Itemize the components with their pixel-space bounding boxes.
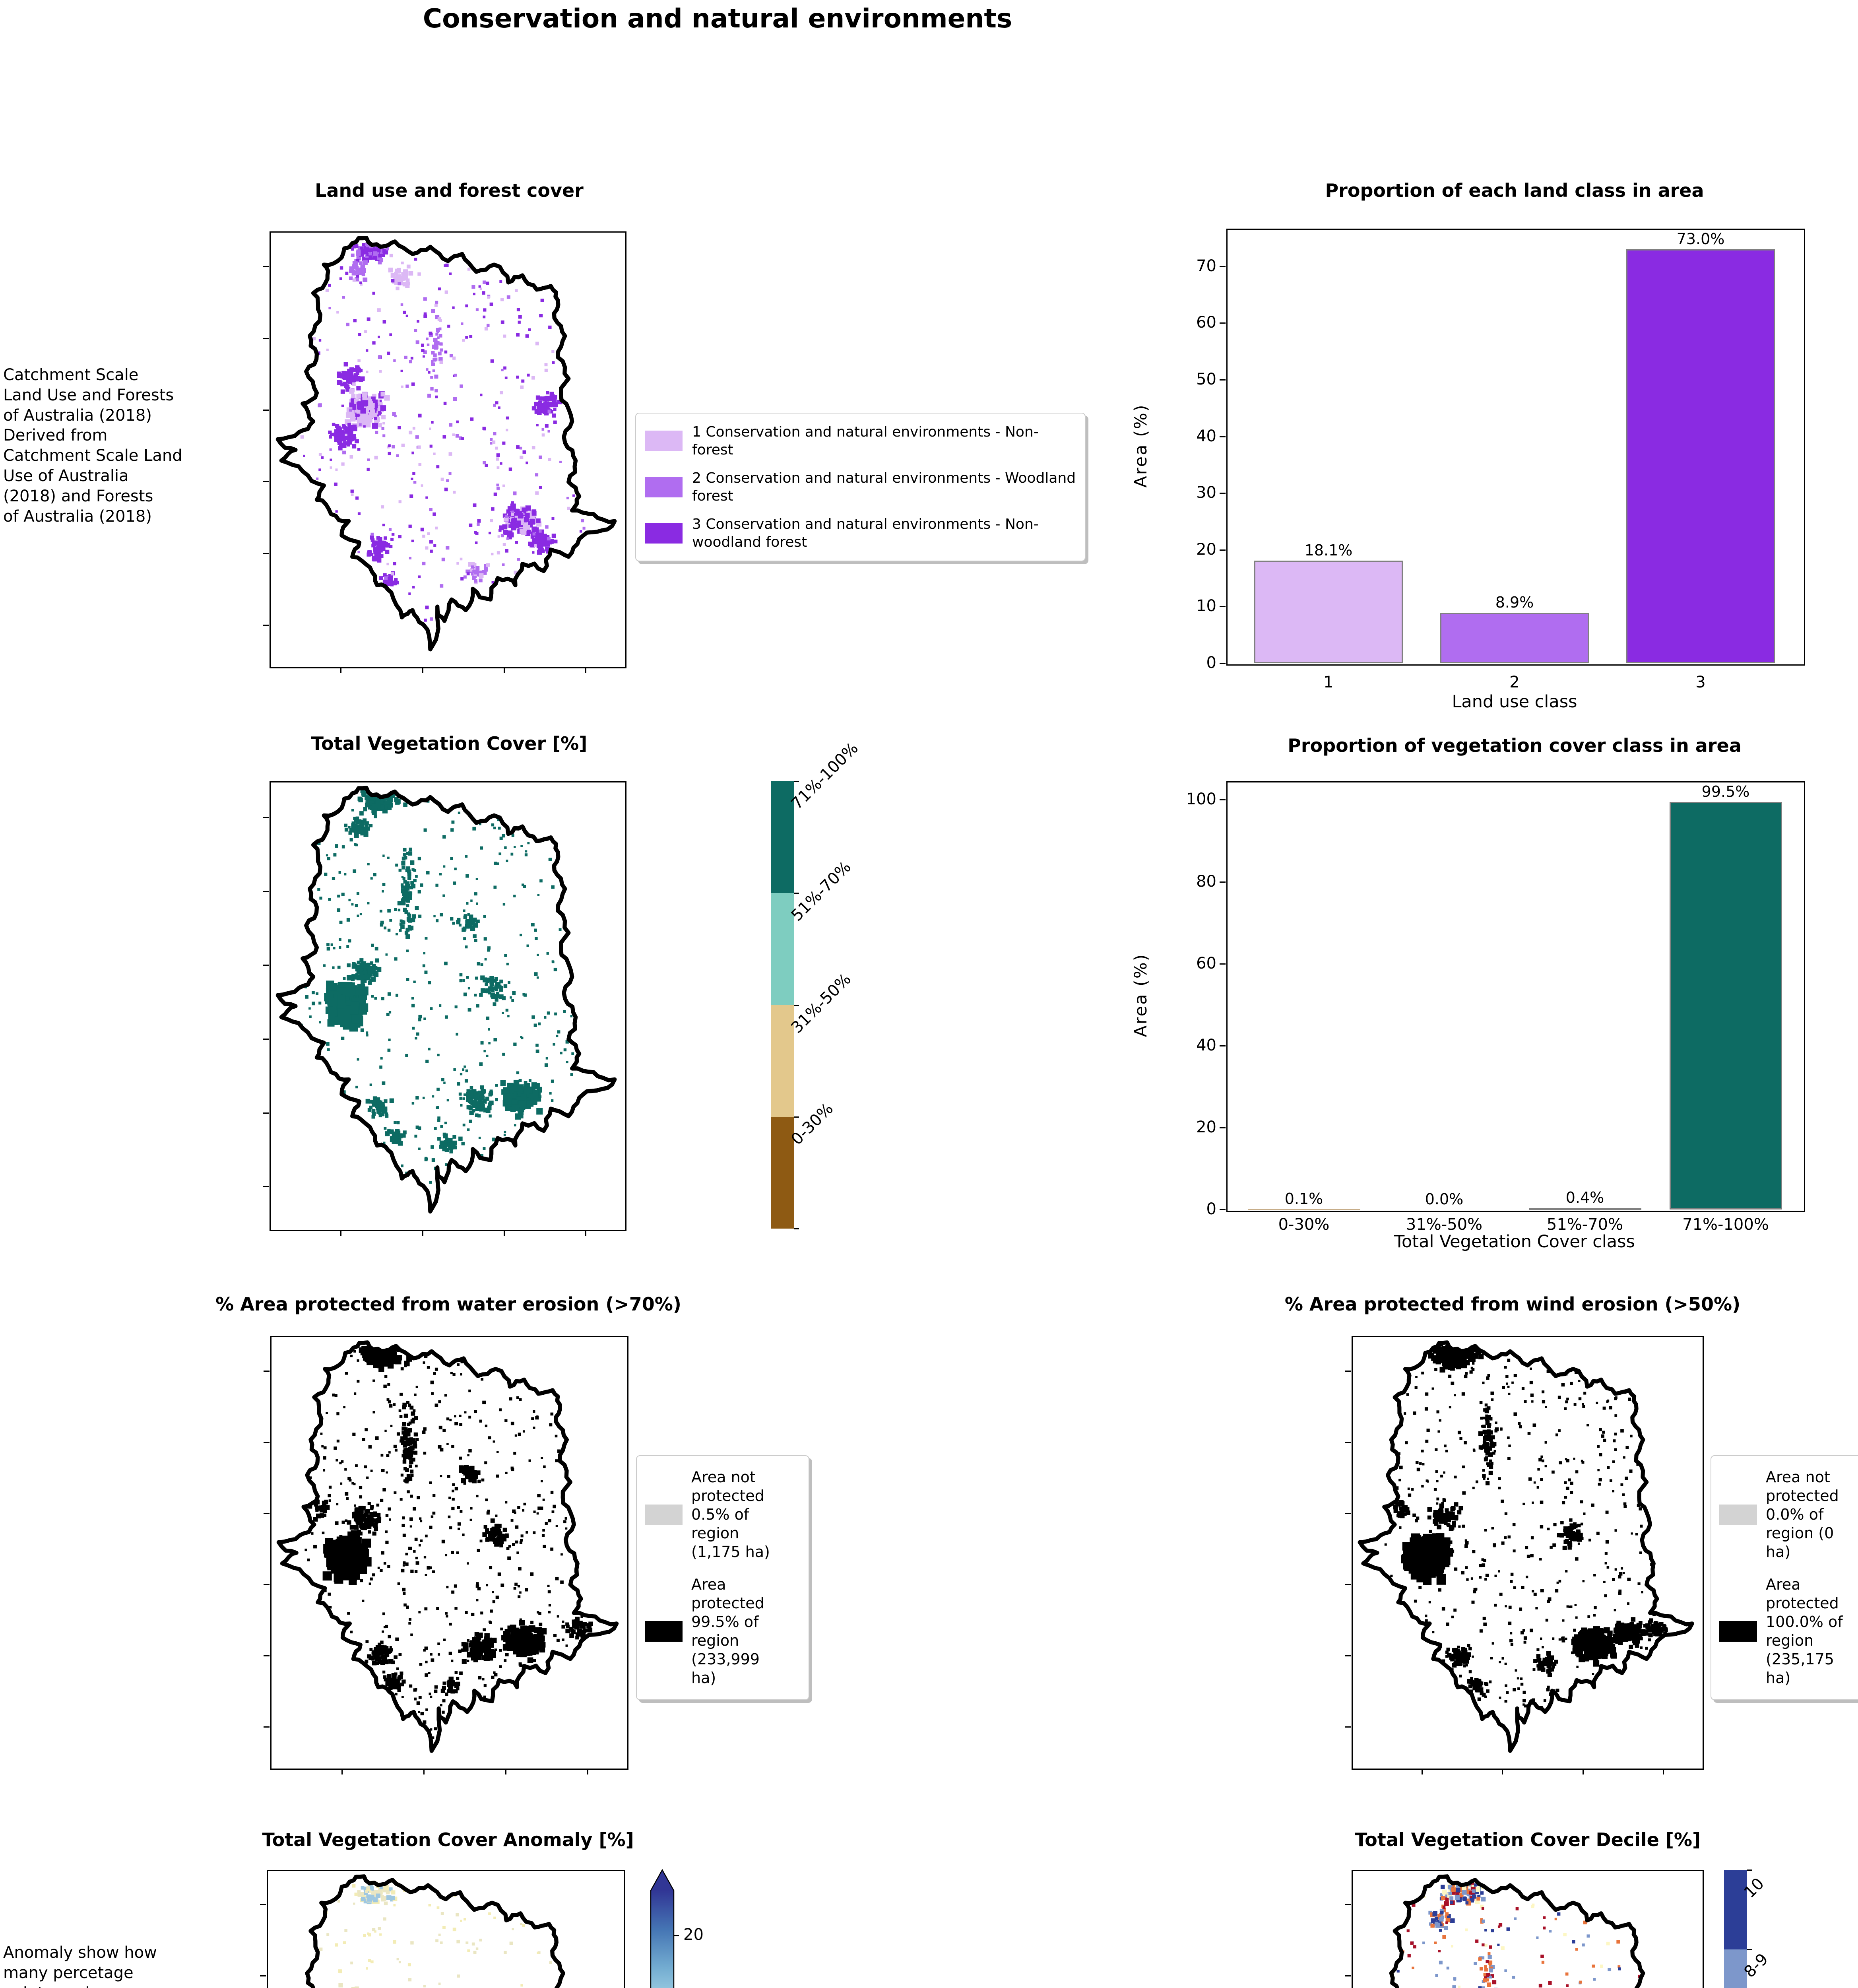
legend-item: Area protected 99.5% of region (233,999 …: [645, 1575, 801, 1688]
legend-swatch-woodland: [645, 477, 683, 497]
decile-map-title: Total Vegetation Cover Decile [%]: [1354, 1829, 1701, 1850]
x-axis-label: Land use class: [1452, 692, 1577, 712]
y-tick-label: 40: [1196, 427, 1216, 445]
legend-label: Area protected 99.5% of region (233,999 …: [691, 1575, 764, 1687]
bar-3: [1626, 249, 1775, 663]
y-tick-label: 10: [1196, 597, 1216, 615]
anomaly-map-title: Total Vegetation Cover Anomaly [%]: [262, 1829, 634, 1850]
x-tick-label: 2: [1509, 673, 1520, 691]
bar-1: [1254, 560, 1403, 663]
legend-swatch-not-protected: [645, 1504, 683, 1525]
y-tick-label: 60: [1196, 313, 1216, 332]
legend-label: Area not protected 0.0% of region (0 ha): [1766, 1468, 1839, 1561]
map4a-canvas: [296, 1874, 583, 1988]
y-tick-label: 80: [1196, 872, 1216, 891]
x-tick-label: 1: [1323, 673, 1334, 691]
anomaly-description: Anomaly show how many percetage points e…: [3, 1943, 157, 1988]
bar-51%-70%: [1528, 1208, 1641, 1210]
map4b-canvas: [1385, 1874, 1661, 1988]
legend-item: 1 Conservation and natural environments …: [645, 423, 1076, 459]
x-tick-label: 0-30%: [1278, 1215, 1330, 1234]
bar-value-label: 0.1%: [1284, 1190, 1323, 1208]
x-tick-label: 51%-70%: [1546, 1215, 1623, 1234]
colorbar-label: 31%-50%: [787, 970, 855, 1037]
legend-label: Area not protected 0.5% of region (1,175…: [691, 1468, 770, 1561]
y-axis-label: Area (%): [1131, 403, 1151, 488]
y-tick-label: 30: [1196, 483, 1216, 502]
anomaly-tick-label: 20: [683, 1925, 704, 1944]
legend-swatch-nonforest: [645, 431, 683, 451]
colorbar-label: 51%-70%: [787, 858, 855, 925]
land-use-legend: 1 Conservation and natural environments …: [635, 413, 1086, 561]
legend-label: Area protected 100.0% of region (235,175…: [1766, 1575, 1843, 1687]
legend-item: Area not protected 0.0% of region (0 ha): [1719, 1468, 1858, 1562]
bar-value-label: 8.9%: [1495, 594, 1534, 612]
y-tick-label: 0: [1206, 654, 1216, 672]
veg-cover-map: [270, 781, 626, 1231]
legend-swatch-protected: [645, 1621, 683, 1642]
land-class-chart-title: Proportion of each land class in area: [1325, 180, 1704, 201]
map2-canvas: [275, 786, 617, 1214]
x-tick-label: 3: [1695, 673, 1706, 691]
x-tick-label: 71%-100%: [1682, 1215, 1769, 1234]
map3a-canvas: [276, 1340, 619, 1753]
bar-value-label: 18.1%: [1304, 541, 1353, 559]
map3b-canvas: [1358, 1340, 1694, 1753]
wind-erosion-map: [1352, 1336, 1704, 1770]
legend-label: 1 Conservation and natural environments …: [692, 424, 1039, 458]
wind-erosion-legend: Area not protected 0.0% of region (0 ha)…: [1711, 1455, 1858, 1701]
y-axis-label: Area (%): [1131, 953, 1151, 1037]
y-tick-label: 0: [1206, 1200, 1216, 1218]
y-tick-label: 70: [1196, 256, 1216, 275]
land-use-description: Catchment Scale Land Use and Forests of …: [3, 366, 182, 526]
x-axis-label: Total Vegetation Cover class: [1394, 1232, 1635, 1252]
legend-label: 2 Conservation and natural environments …: [692, 470, 1076, 504]
veg-class-chart-title: Proportion of vegetation cover class in …: [1288, 735, 1742, 756]
decile-map: [1352, 1870, 1704, 1988]
legend-label: 3 Conservation and natural environments …: [692, 516, 1039, 550]
land-use-map: [270, 231, 626, 668]
page-title: Conservation and natural environments: [423, 3, 1012, 34]
water-erosion-map: [270, 1336, 628, 1770]
colorbar-label: 71%-100%: [787, 739, 862, 813]
x-tick-label: 31%-50%: [1406, 1215, 1483, 1234]
y-tick-label: 20: [1196, 540, 1216, 559]
legend-item: Area protected 100.0% of region (235,175…: [1719, 1575, 1858, 1688]
land-use-map-title: Land use and forest cover: [315, 180, 584, 201]
y-tick-label: 60: [1196, 954, 1216, 973]
legend-swatch-protected: [1719, 1621, 1757, 1642]
bar-value-label: 99.5%: [1701, 782, 1750, 800]
y-tick-label: 100: [1186, 790, 1216, 809]
legend-item: Area not protected 0.5% of region (1,175…: [645, 1468, 801, 1562]
colorbar-label: 0-30%: [787, 1099, 837, 1149]
bar-2: [1440, 613, 1589, 663]
anomaly-map: [267, 1870, 625, 1988]
bar-value-label: 73.0%: [1676, 230, 1725, 248]
anomaly-colorbar-canvas: [650, 1869, 675, 1988]
water-erosion-legend: Area not protected 0.5% of region (1,175…: [636, 1455, 809, 1701]
bar-71%-100%: [1669, 802, 1782, 1209]
legend-swatch-nonwoodland: [645, 523, 683, 544]
y-tick-label: 50: [1196, 370, 1216, 389]
legend-item: 2 Conservation and natural environments …: [645, 469, 1076, 505]
legend-item: 3 Conservation and natural environments …: [645, 515, 1076, 551]
y-tick-label: 40: [1196, 1036, 1216, 1054]
y-tick-label: 20: [1196, 1118, 1216, 1136]
map1-canvas: [275, 236, 617, 652]
veg-cover-map-title: Total Vegetation Cover [%]: [311, 733, 588, 754]
water-erosion-map-title: % Area protected from water erosion (>70…: [215, 1293, 681, 1315]
bar-value-label: 0.4%: [1565, 1188, 1604, 1206]
legend-swatch-not-protected: [1719, 1504, 1757, 1525]
bar-value-label: 0.0%: [1425, 1190, 1464, 1208]
wind-erosion-map-title: % Area protected from wind erosion (>50%…: [1284, 1293, 1741, 1315]
